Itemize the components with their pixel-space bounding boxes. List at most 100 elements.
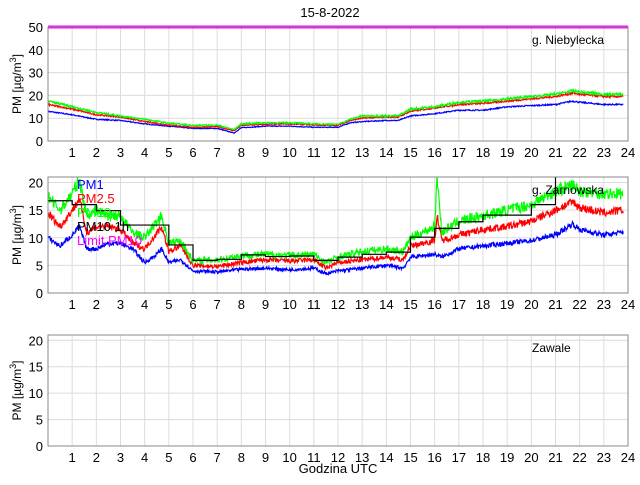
x-tick-label: 5 xyxy=(165,450,172,465)
plot-area xyxy=(48,177,624,276)
x-tick-label: 4 xyxy=(141,297,148,312)
y-axis-label: PM [µg/m3] xyxy=(8,361,24,421)
x-tick-label: 5 xyxy=(165,297,172,312)
x-tick-label: 8 xyxy=(238,297,245,312)
y-tick-label: 0 xyxy=(36,134,43,149)
x-tick-label: 7 xyxy=(214,297,221,312)
plot-area xyxy=(48,88,624,135)
y-tick-label: 20 xyxy=(29,333,43,348)
series-pm1 xyxy=(48,99,624,135)
x-tick-label: 19 xyxy=(500,297,514,312)
x-tick-label: 21 xyxy=(548,297,562,312)
x-tick-label: 18 xyxy=(476,145,490,160)
x-tick-label: 7 xyxy=(214,450,221,465)
y-tick-label: 5 xyxy=(36,413,43,428)
station-label: g. Zarnowska xyxy=(532,183,604,197)
x-tick-label: 12 xyxy=(331,297,345,312)
x-tick-label: 17 xyxy=(452,145,466,160)
x-tick-label: 22 xyxy=(572,450,586,465)
x-tick-label: 1 xyxy=(69,297,76,312)
x-tick-label: 23 xyxy=(597,450,611,465)
x-tick-label: 1 xyxy=(69,450,76,465)
legend-entry-limit-pm10: Limit PM10 xyxy=(77,233,142,248)
x-tick-label: 11 xyxy=(307,145,321,160)
x-tick-label: 22 xyxy=(572,297,586,312)
station-label: g. Niebylecka xyxy=(532,33,604,47)
y-tick-label: 10 xyxy=(29,386,43,401)
y-tick-label: 50 xyxy=(29,20,43,35)
series-pm1 xyxy=(48,219,624,276)
x-tick-label: 17 xyxy=(452,297,466,312)
x-tick-label: 2 xyxy=(93,450,100,465)
x-tick-label: 14 xyxy=(379,450,393,465)
x-tick-label: 8 xyxy=(238,450,245,465)
axes-box xyxy=(47,26,629,142)
x-tick-label: 24 xyxy=(621,297,635,312)
x-tick-label: 8 xyxy=(238,145,245,160)
x-tick-label: 22 xyxy=(572,145,586,160)
x-tick-label: 6 xyxy=(189,297,196,312)
legend-entry-pm2-5: PM2.5 xyxy=(77,191,115,206)
x-tick-label: 2 xyxy=(93,297,100,312)
x-tick-label: 1 xyxy=(69,145,76,160)
x-tick-label: 19 xyxy=(500,145,514,160)
y-tick-label: 0 xyxy=(36,439,43,454)
station-label: Zawale xyxy=(532,341,571,355)
x-tick-label: 18 xyxy=(476,450,490,465)
x-tick-label: 11 xyxy=(307,450,321,465)
x-tick-label: 20 xyxy=(524,450,538,465)
x-tick-label: 10 xyxy=(282,145,296,160)
x-tick-label: 6 xyxy=(189,450,196,465)
x-tick-label: 16 xyxy=(427,145,441,160)
series-pm2-5 xyxy=(48,198,624,271)
x-tick-label: 19 xyxy=(500,450,514,465)
x-tick-label: 10 xyxy=(282,450,296,465)
axes-niebylecka: 1 2 3 4 5 6 7 8 9 10 11 12 13 14 15 16 17 18 19 20 21 22 23 240… xyxy=(8,20,635,160)
x-axis-label: Godzina UTC xyxy=(299,461,378,476)
figure-title: 15-8-2022 xyxy=(300,5,359,20)
axes-box xyxy=(47,176,629,294)
x-tick-label: 24 xyxy=(621,450,635,465)
x-tick-label: 15 xyxy=(403,297,417,312)
x-tick-label: 13 xyxy=(355,450,369,465)
x-tick-label: 10 xyxy=(282,297,296,312)
x-tick-label: 23 xyxy=(597,297,611,312)
y-tick-label: 30 xyxy=(29,66,43,81)
x-tick-label: 15 xyxy=(403,450,417,465)
y-axis-label: PM [µg/m3] xyxy=(8,54,24,114)
x-tick-label: 21 xyxy=(548,450,562,465)
x-tick-label: 14 xyxy=(379,145,393,160)
y-tick-label: 0 xyxy=(36,286,43,301)
x-tick-label: 4 xyxy=(141,450,148,465)
x-tick-label: 3 xyxy=(117,450,124,465)
y-axis-label: PM [µg/m3] xyxy=(8,205,24,265)
axes-zarnowska: 1 2 3 4 5 6 7 8 9 10 11 12 13 14 15 16 17 18 19 20 21 22 23 240… xyxy=(8,176,635,312)
legend-entry-pm10: PM10 xyxy=(77,205,111,220)
x-tick-label: 17 xyxy=(452,450,466,465)
series-pm10 xyxy=(48,177,624,266)
x-tick-label: 3 xyxy=(117,297,124,312)
x-tick-label: 9 xyxy=(262,145,269,160)
x-tick-label: 21 xyxy=(548,145,562,160)
y-tick-label: 20 xyxy=(29,88,43,103)
y-tick-label: 15 xyxy=(29,203,43,218)
axes-zawale: 1 2 3 4 5 6 7 8 9 10 11 12 13 14 15 16 17 18 19 20 21 22 23 240… xyxy=(8,333,635,465)
x-tick-label: 7 xyxy=(214,145,221,160)
x-tick-label: 23 xyxy=(597,145,611,160)
x-tick-label: 5 xyxy=(165,145,172,160)
y-tick-label: 20 xyxy=(29,176,43,191)
legend-entry-pm10-1h: PM10 1h xyxy=(77,219,129,234)
y-tick-label: 40 xyxy=(29,43,43,58)
series-pm10 xyxy=(48,88,624,131)
x-tick-label: 16 xyxy=(427,450,441,465)
x-tick-label: 13 xyxy=(355,145,369,160)
y-tick-label: 10 xyxy=(29,111,43,126)
x-tick-label: 20 xyxy=(524,297,538,312)
x-tick-label: 20 xyxy=(524,145,538,160)
x-tick-label: 4 xyxy=(141,145,148,160)
x-tick-label: 3 xyxy=(117,145,124,160)
x-tick-label: 6 xyxy=(189,145,196,160)
x-tick-label: 2 xyxy=(93,145,100,160)
x-tick-label: 24 xyxy=(621,145,635,160)
